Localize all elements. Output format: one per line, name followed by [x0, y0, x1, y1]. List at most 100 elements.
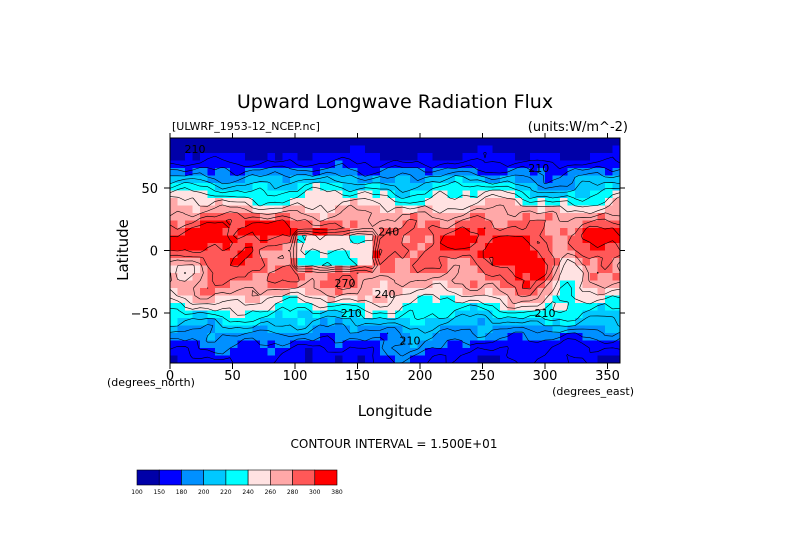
- heatmap-cell: [590, 183, 599, 192]
- heatmap-cell: [252, 138, 261, 147]
- heatmap-cell: [567, 340, 576, 349]
- heatmap-cell: [192, 153, 201, 162]
- heatmap-cell: [507, 325, 516, 334]
- heatmap-cell: [305, 325, 314, 334]
- heatmap-cell: [237, 265, 246, 274]
- heatmap-cell: [597, 198, 606, 207]
- heatmap-cell: [267, 288, 276, 297]
- heatmap-cell: [177, 220, 186, 229]
- heatmap-cell: [297, 265, 306, 274]
- heatmap-cell: [200, 355, 209, 363]
- heatmap-cell: [267, 303, 276, 312]
- heatmap-cell: [545, 175, 554, 184]
- heatmap-cell: [350, 258, 359, 267]
- heatmap-cell: [597, 175, 606, 184]
- heatmap-cell: [387, 235, 396, 244]
- heatmap-cell: [462, 295, 471, 304]
- colorbar-swatch: [225, 469, 249, 486]
- heatmap-cell: [305, 213, 314, 222]
- heatmap-cell: [365, 145, 374, 154]
- heatmap-cell: [402, 258, 411, 267]
- heatmap-cell: [507, 205, 516, 214]
- heatmap-cell: [447, 220, 456, 229]
- heatmap-cell: [312, 288, 321, 297]
- heatmap-cell: [515, 213, 524, 222]
- heatmap-cell: [350, 138, 359, 147]
- heatmap-cell: [552, 333, 561, 342]
- heatmap-cell: [417, 220, 426, 229]
- heatmap-cell: [305, 145, 314, 154]
- heatmap-cell: [567, 153, 576, 162]
- heatmap-cell: [455, 303, 464, 312]
- heatmap-cell: [290, 340, 299, 349]
- heatmap-cell: [447, 235, 456, 244]
- heatmap-cell: [215, 250, 224, 259]
- contour-line: [170, 194, 620, 309]
- heatmap-cell: [582, 318, 591, 327]
- heatmap-cell: [560, 138, 569, 147]
- heatmap-cell: [380, 355, 389, 363]
- heatmap-cell: [342, 228, 351, 237]
- heatmap-cell: [477, 160, 486, 169]
- heatmap-cell: [560, 198, 569, 207]
- heatmap-cell: [290, 213, 299, 222]
- heatmap-cell: [372, 303, 381, 312]
- heatmap-cell: [170, 340, 179, 349]
- heatmap-cell: [485, 310, 494, 319]
- heatmap-cell: [245, 228, 254, 237]
- heatmap-cell: [177, 160, 186, 169]
- heatmap-cell: [200, 145, 209, 154]
- heatmap-cell: [237, 340, 246, 349]
- heatmap-cell: [485, 258, 494, 267]
- heatmap-cell: [372, 250, 381, 259]
- heatmap-cell: [575, 280, 584, 289]
- heatmap-cell: [215, 333, 224, 342]
- heatmap-cell: [327, 175, 336, 184]
- heatmap-cell: [500, 303, 509, 312]
- heatmap-cell: [297, 273, 306, 282]
- heatmap-cell: [177, 333, 186, 342]
- heatmap-cell: [335, 318, 344, 327]
- heatmap-cell: [170, 273, 179, 282]
- heatmap-cell: [192, 213, 201, 222]
- heatmap-cell: [365, 310, 374, 319]
- heatmap-cell: [342, 295, 351, 304]
- heatmap-cell: [252, 340, 261, 349]
- heatmap-cell: [522, 280, 531, 289]
- heatmap-cell: [410, 250, 419, 259]
- heatmap-cell: [357, 303, 366, 312]
- heatmap-cell: [597, 183, 606, 192]
- heatmap-cell: [485, 153, 494, 162]
- heatmap-cell: [590, 145, 599, 154]
- heatmap-cell: [432, 333, 441, 342]
- heatmap-cell: [462, 205, 471, 214]
- heatmap-cell: [560, 205, 569, 214]
- heatmap-cell: [522, 138, 531, 147]
- heatmap-cell: [425, 235, 434, 244]
- heatmap-cell: [177, 153, 186, 162]
- heatmap-cell: [305, 355, 314, 363]
- heatmap-cell: [432, 138, 441, 147]
- heatmap-cell: [575, 213, 584, 222]
- heatmap-cell: [320, 168, 329, 177]
- heatmap-cell: [372, 168, 381, 177]
- heatmap-cell: [372, 138, 381, 147]
- heatmap-cell: [222, 213, 231, 222]
- heatmap-cell: [500, 228, 509, 237]
- heatmap-cell: [590, 168, 599, 177]
- heatmap-cell: [582, 258, 591, 267]
- heatmap-cell: [455, 325, 464, 334]
- heatmap-cell: [485, 318, 494, 327]
- colorbar-label: 260: [265, 489, 277, 496]
- heatmap-cell: [327, 288, 336, 297]
- heatmap-cell: [365, 280, 374, 289]
- heatmap-cell: [590, 243, 599, 252]
- heatmap-cell: [177, 213, 186, 222]
- heatmap-cell: [215, 348, 224, 357]
- heatmap-cell: [440, 273, 449, 282]
- heatmap-cell: [290, 190, 299, 199]
- heatmap-cell: [380, 190, 389, 199]
- heatmap-cell: [320, 355, 329, 363]
- heatmap-cell: [327, 168, 336, 177]
- heatmap-cell: [597, 348, 606, 357]
